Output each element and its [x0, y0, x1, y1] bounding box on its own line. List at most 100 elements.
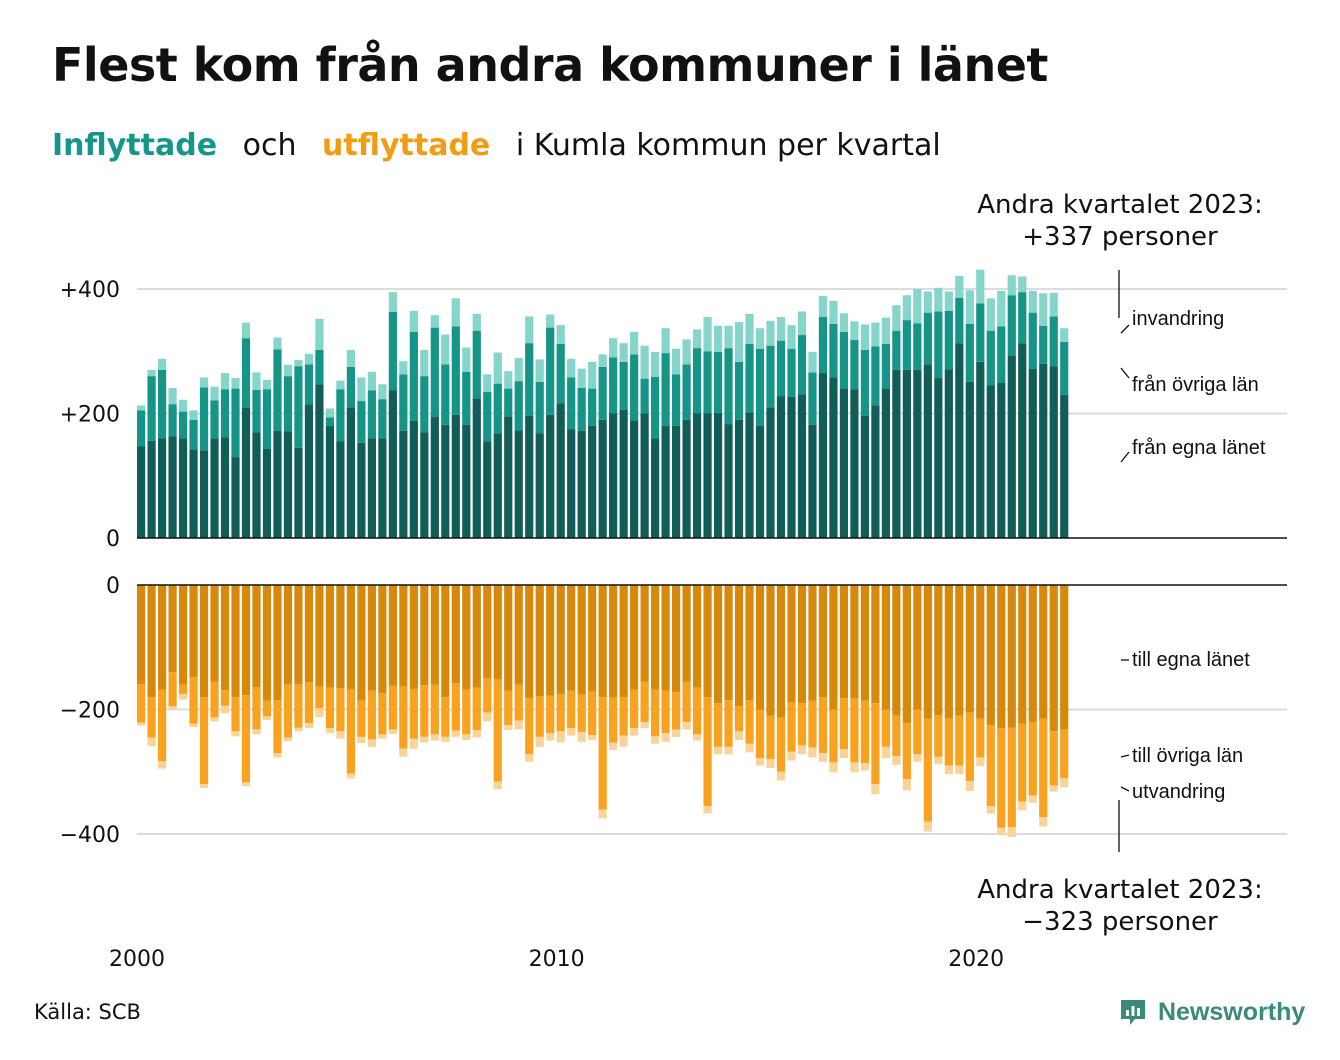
bar-out-s1-q65 — [818, 697, 828, 754]
bar-in-s0-q7 — [210, 438, 219, 538]
newsworthy-logo: Newsworthy — [1118, 994, 1305, 1030]
bar-in-s2-q87 — [1049, 292, 1058, 317]
bar-out-s0-q79 — [965, 585, 974, 713]
bar-in-s1-q14 — [283, 376, 293, 432]
bar-in-s2-q31 — [462, 347, 471, 372]
bar-in-s2-q43 — [588, 361, 597, 389]
bar-in-s2-q20 — [346, 350, 355, 367]
bar-in-s0-q61 — [776, 396, 786, 538]
bar-in-s0-q50 — [661, 425, 670, 538]
bar-out-s2-q12 — [262, 716, 272, 721]
bar-in-s0-q17 — [315, 384, 324, 538]
bar-in-s1-q69 — [860, 350, 870, 416]
bar-in-s1-q85 — [1028, 312, 1037, 369]
bar-in-s2-q78 — [955, 275, 964, 298]
bar-in-s0-q9 — [231, 457, 240, 538]
bar-in-s0-q69 — [860, 415, 870, 538]
bar-out-s0-q49 — [651, 585, 660, 690]
bar-out-s1-q87 — [1049, 731, 1058, 786]
bar-in-s2-q53 — [692, 329, 702, 349]
bar-in-s1-q16 — [304, 364, 314, 405]
bar-out-s2-q81 — [986, 805, 995, 814]
bar-in-s0-q33 — [483, 441, 492, 538]
bar-in-s1-q47 — [630, 354, 639, 421]
bar-out-s0-q30 — [451, 585, 460, 684]
bar-in-s0-q85 — [1028, 368, 1037, 538]
bar-in-s2-q19 — [336, 380, 345, 390]
bar-out-s2-q28 — [430, 734, 439, 741]
bar-out-s2-q36 — [514, 720, 523, 730]
bar-out-s0-q3 — [168, 585, 177, 673]
bar-in-s1-q52 — [682, 364, 691, 420]
bar-in-s0-q83 — [1007, 355, 1016, 538]
bar-in-s1-q87 — [1049, 316, 1058, 367]
bar-out-s0-q24 — [388, 585, 397, 686]
bar-in-s1-q4 — [178, 411, 188, 439]
bar-out-s1-q44 — [598, 697, 607, 810]
bar-in-s2-q0 — [137, 405, 146, 411]
bar-in-s2-q23 — [378, 384, 387, 400]
bar-in-s0-q52 — [682, 419, 691, 539]
bar-in-s1-q42 — [577, 387, 586, 431]
axes — [137, 537, 1287, 586]
bar-out-s1-q68 — [850, 698, 859, 763]
bar-in-s0-q57 — [734, 419, 744, 539]
bar-out-s1-q58 — [745, 700, 754, 744]
bar-out-s0-q52 — [682, 585, 691, 682]
bar-out-s1-q17 — [315, 686, 324, 709]
legend-leader-utvandring — [1120, 786, 1130, 792]
bar-in-s2-q2 — [157, 358, 167, 370]
bar-out-s0-q36 — [514, 585, 523, 685]
bar-in-s1-q29 — [441, 364, 450, 425]
legend-fran-egna-lanet: från egna länet — [1132, 437, 1266, 459]
bar-in-s2-q81 — [986, 298, 995, 331]
bar-in-s1-q18 — [325, 417, 335, 426]
bar-out-s2-q22 — [367, 739, 376, 747]
bar-in-s1-q35 — [504, 388, 513, 417]
bar-in-s1-q0 — [137, 410, 146, 447]
bar-out-s0-q37 — [525, 585, 534, 699]
bar-out-s2-q27 — [420, 736, 429, 743]
bar-in-s2-q65 — [818, 295, 828, 318]
bar-in-s1-q7 — [210, 400, 219, 439]
bar-out-s1-q62 — [787, 702, 796, 752]
bar-out-s1-q33 — [483, 678, 492, 713]
bar-in-s2-q56 — [724, 325, 733, 349]
bar-in-s0-q38 — [535, 433, 544, 538]
bar-in-s0-q42 — [577, 430, 586, 538]
bar-in-s2-q33 — [483, 374, 492, 392]
annotation-bottom-line1: Andra kvartalet 2023: — [977, 875, 1262, 905]
bar-in-s2-q38 — [535, 359, 544, 382]
bar-in-s0-q66 — [829, 377, 838, 538]
bar-out-s2-q70 — [871, 784, 880, 795]
bar-out-s0-q77 — [944, 585, 953, 719]
bar-in-s0-q21 — [357, 442, 366, 538]
brand-name: Newsworthy — [1158, 997, 1306, 1026]
bar-in-s2-q30 — [451, 298, 460, 327]
bar-out-s1-q41 — [567, 690, 576, 729]
bar-out-s0-q40 — [556, 585, 565, 694]
bar-out-s0-q21 — [357, 585, 366, 701]
bar-in-s2-q74 — [913, 289, 922, 324]
bar-in-s1-q33 — [483, 391, 492, 442]
bar-out-s0-q42 — [577, 585, 586, 695]
bar-out-s0-q31 — [462, 585, 471, 690]
bar-in-s0-q65 — [818, 373, 828, 538]
y-tick-in-0: +400 — [60, 278, 120, 303]
bar-out-s2-q15 — [294, 727, 303, 732]
bar-out-s2-q82 — [997, 827, 1006, 836]
bar-out-s2-q85 — [1028, 795, 1037, 803]
bar-out-s1-q2 — [157, 689, 167, 762]
bar-in-s0-q26 — [409, 420, 418, 538]
bar-out-s1-q38 — [535, 696, 544, 737]
bar-out-s2-q18 — [325, 728, 335, 734]
bar-in-s2-q15 — [294, 359, 303, 367]
bar-in-s2-q50 — [661, 328, 670, 354]
bar-in-s0-q8 — [220, 437, 230, 538]
legend-leader-till-ovriga — [1120, 754, 1130, 758]
chart-subtitle: Inflyttade och utflyttade i Kumla kommun… — [52, 128, 957, 163]
bar-out-s2-q10 — [241, 782, 251, 787]
bar-out-s0-q2 — [157, 585, 167, 690]
bar-in-s2-q75 — [923, 291, 932, 313]
bar-in-s2-q67 — [839, 313, 849, 332]
